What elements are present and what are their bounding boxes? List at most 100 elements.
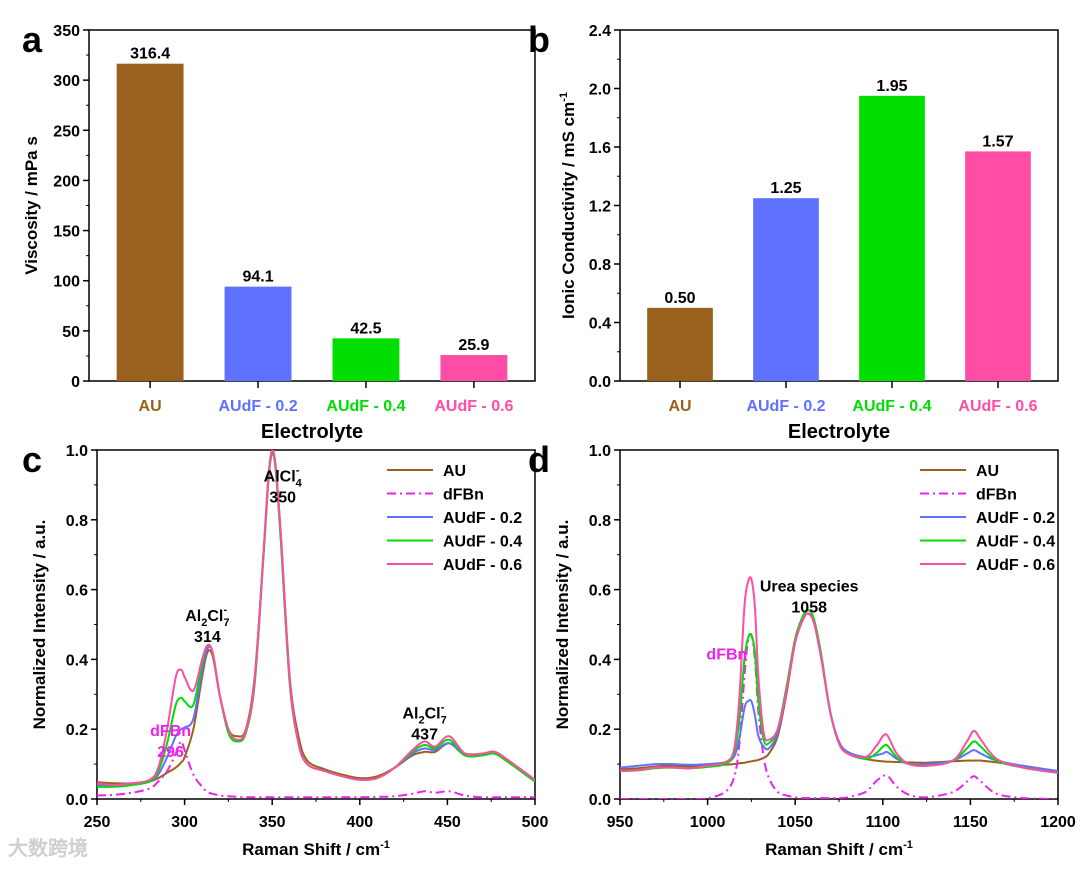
- annotation-value: 1058: [791, 599, 827, 616]
- y-tick-label: 2.0: [589, 82, 611, 99]
- y-tick-label: 2.4: [589, 23, 611, 40]
- x-axis-label-sup: -1: [903, 839, 913, 851]
- annotation-main: dFBn: [706, 646, 747, 663]
- x-axis-label-text: Raman Shift / cm: [242, 840, 380, 859]
- annotation-sup: -: [296, 464, 300, 476]
- x-tick-label: 1150: [953, 814, 988, 831]
- watermark-logo: 大数跨境: [8, 836, 88, 860]
- bar-value-label: 1.95: [876, 78, 907, 95]
- bar: [647, 307, 713, 381]
- x-axis-label: Electrolyte: [261, 421, 363, 443]
- x-tick-label: AU: [668, 398, 691, 415]
- y-tick-label: 0.8: [589, 513, 611, 530]
- y-tick-label: 0.4: [66, 652, 88, 669]
- annotation-main: dFBn: [150, 723, 191, 740]
- x-tick-label: 250: [84, 814, 111, 831]
- y-tick-label: 1.0: [66, 443, 88, 460]
- y-tick-label: 1.2: [589, 199, 611, 216]
- y-axis-label: Normalized Intensity / a.u.: [553, 520, 572, 730]
- annotation-main: Al: [185, 608, 201, 625]
- y-tick-label: 0.8: [589, 257, 611, 274]
- y-tick-label: 150: [53, 224, 80, 241]
- panel-b: b 0.0 0.4 0.8 1.2 1.6 2.0 2.4 Ionic Conductivity…: [528, 19, 1059, 443]
- bar-value-label: 42.5: [350, 320, 381, 337]
- panel-label: d: [528, 439, 550, 480]
- legend-label: dFBn: [976, 487, 1017, 504]
- legend-label: AUdF - 0.2: [976, 510, 1055, 527]
- x-tick-label: 350: [259, 814, 286, 831]
- annotation-main: Urea species: [760, 578, 859, 595]
- series-line-au: [620, 612, 1058, 773]
- y-tick-label: 50: [62, 324, 80, 341]
- bar-value-label: 94.1: [242, 269, 273, 286]
- y-axis-label-text: Normalized Intensity / a.u.: [553, 520, 572, 730]
- peak-annotation: Al2Cl7-: [185, 604, 229, 629]
- panel-a: a 0 50 100 150 200 250 300 350 Viscosity / mPa s 3…: [22, 19, 536, 443]
- x-tick-label: 300: [171, 814, 198, 831]
- annotation-main2: Cl: [425, 706, 441, 723]
- panel-c: c 0.0 0.2 0.4 0.6 0.8 1.0 Normalized Intensity …: [22, 439, 548, 859]
- y-tick-label: 1.0: [589, 443, 611, 460]
- x-tick-label: AUdF - 0.6: [958, 398, 1037, 415]
- annotation-value: 437: [411, 727, 438, 744]
- legend-label: AUdF - 0.4: [976, 534, 1055, 551]
- y-axis-label: Viscosity / mPa s: [22, 136, 41, 275]
- x-tick-label: 450: [434, 814, 461, 831]
- x-tick-label: 1200: [1040, 814, 1076, 831]
- x-tick-label: 400: [346, 814, 373, 831]
- x-tick-label: 1100: [865, 814, 900, 831]
- y-tick-label: 350: [53, 23, 80, 40]
- series-line-dfbn: [97, 740, 535, 799]
- y-tick-label: 0.0: [589, 792, 611, 809]
- series-line-audf-0-6: [620, 576, 1058, 774]
- x-axis-label: Electrolyte: [788, 421, 890, 443]
- bar-value-label: 316.4: [130, 46, 170, 63]
- y-tick-label: 0.4: [589, 652, 611, 669]
- peak-annotation: Urea species: [760, 578, 859, 595]
- bar-value-label: 1.25: [770, 180, 801, 197]
- peak-annotation: dFBn: [150, 723, 191, 740]
- bar-value-label: 25.9: [458, 337, 489, 354]
- y-tick-label: 0.8: [66, 513, 88, 530]
- x-tick-label: 500: [522, 814, 549, 831]
- bar: [859, 95, 925, 381]
- y-tick-label: 0: [71, 374, 80, 391]
- series-line-dfbn: [620, 632, 1058, 799]
- legend-label: AUdF - 0.6: [443, 557, 522, 574]
- y-axis-label-text: Ionic Conductivity / mS cm: [559, 102, 578, 319]
- legend-label: AUdF - 0.6: [976, 557, 1055, 574]
- bar-value-label: 1.57: [982, 133, 1013, 150]
- y-axis-label-sup: -1: [558, 92, 570, 102]
- series-line-audf-0-6: [97, 450, 535, 786]
- x-tick-label: 1050: [777, 814, 813, 831]
- x-tick-label: 1000: [690, 814, 726, 831]
- peak-annotation: Al2Cl7-: [402, 702, 446, 727]
- annotation-sub: 7: [441, 715, 447, 727]
- legend-label: AUdF - 0.2: [443, 510, 522, 527]
- x-axis-label-text: Raman Shift / cm: [765, 840, 903, 859]
- x-tick-label: 950: [607, 814, 634, 831]
- y-axis-label: Normalized Intensity / a.u.: [30, 520, 49, 730]
- y-tick-label: 0.0: [589, 374, 611, 391]
- y-tick-label: 300: [53, 73, 80, 90]
- panel-label: a: [22, 19, 43, 60]
- bar: [440, 355, 508, 381]
- y-axis-label-text: Normalized Intensity / a.u.: [30, 520, 49, 730]
- annotation-sub: 4: [296, 477, 303, 489]
- x-axis-label-sup: -1: [380, 839, 390, 851]
- legend-label: AUdF - 0.4: [443, 534, 522, 551]
- y-tick-label: 0.2: [589, 722, 611, 739]
- x-tick-label: AUdF - 0.4: [326, 398, 405, 415]
- annotation-value: 314: [194, 629, 221, 646]
- y-axis-label: Ionic Conductivity / mS cm-1: [558, 92, 578, 319]
- series-line-audf-0-4: [620, 608, 1058, 774]
- annotation-sup: -: [441, 702, 445, 714]
- peak-annotation: dFBn: [706, 646, 747, 663]
- annotation-main: AlCl: [264, 468, 296, 485]
- annotation-value: 350: [269, 489, 296, 506]
- bar: [332, 338, 400, 381]
- y-tick-label: 0.2: [66, 722, 88, 739]
- series-line-audf-0-2: [620, 612, 1058, 773]
- legend-label: dFBn: [443, 487, 484, 504]
